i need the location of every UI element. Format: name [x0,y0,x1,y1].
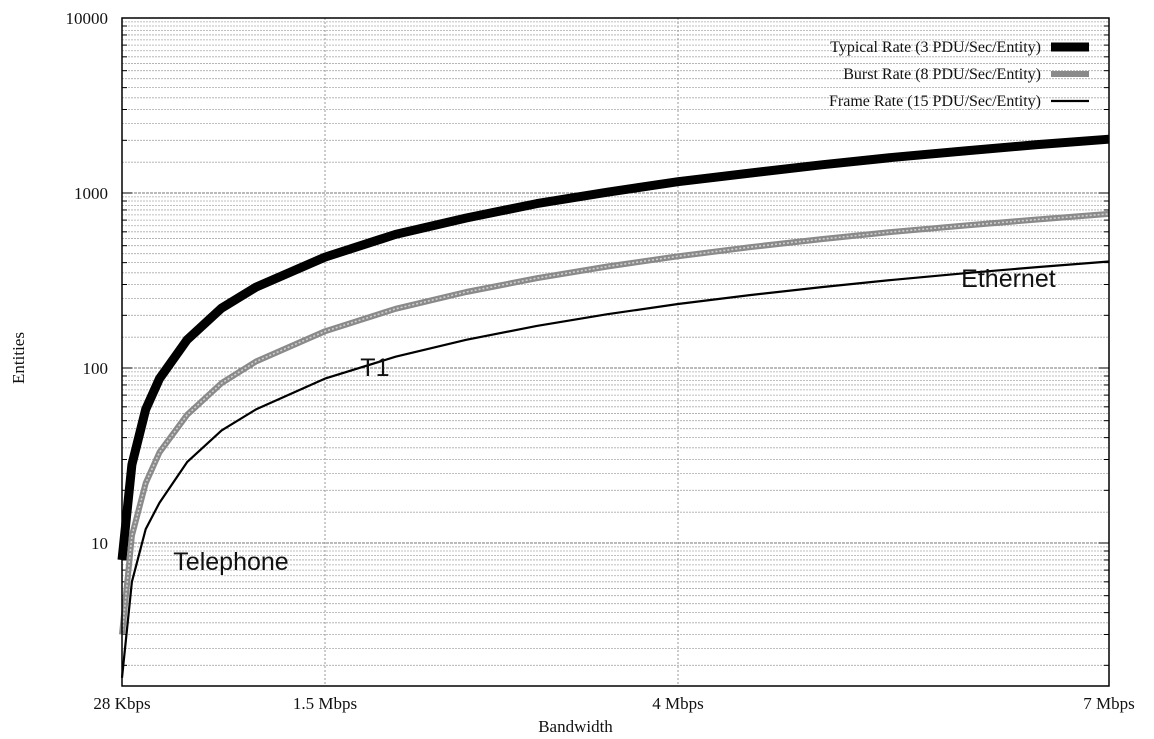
annotations: Telephone T1 Ethernet [173,265,1055,576]
x-tick-labels: 28 Kbps 1.5 Mbps 4 Mbps 7 Mbps [93,694,1134,713]
series-lines [117,134,1110,678]
series-line-3 [120,260,1110,678]
series-line-2 [119,210,1110,635]
x-tick-label: 7 Mbps [1083,694,1134,713]
plot-frame [121,17,1110,687]
x-tick-label: 1.5 Mbps [293,694,357,713]
grid-lines [121,18,1110,686]
y-axis-title: Entities [9,332,28,384]
legend-label: Typical Rate (3 PDU/Sec/Entity) [830,39,1041,56]
x-axis-title: Bandwidth [538,717,613,736]
y-tick-label: 1000 [74,184,108,203]
annotation-label: Telephone [173,548,288,576]
legend-label: Burst Rate (8 PDU/Sec/Entity) [843,66,1041,83]
legend-label: Frame Rate (15 PDU/Sec/Entity) [829,93,1041,110]
y-tick-label: 10 [91,534,108,553]
y-tick-label: 10000 [66,9,109,28]
annotation-label: T1 [360,354,389,382]
y-tick-labels: 10 100 1000 10000 [66,9,109,553]
x-tick-label: 4 Mbps [652,694,703,713]
x-tick-label: 28 Kbps [93,694,150,713]
y-tick-label: 100 [83,359,109,378]
annotation-label: Ethernet [961,265,1056,293]
legend: Typical Rate (3 PDU/Sec/Entity) Burst Rat… [829,39,1089,110]
series-line-1 [117,134,1110,561]
